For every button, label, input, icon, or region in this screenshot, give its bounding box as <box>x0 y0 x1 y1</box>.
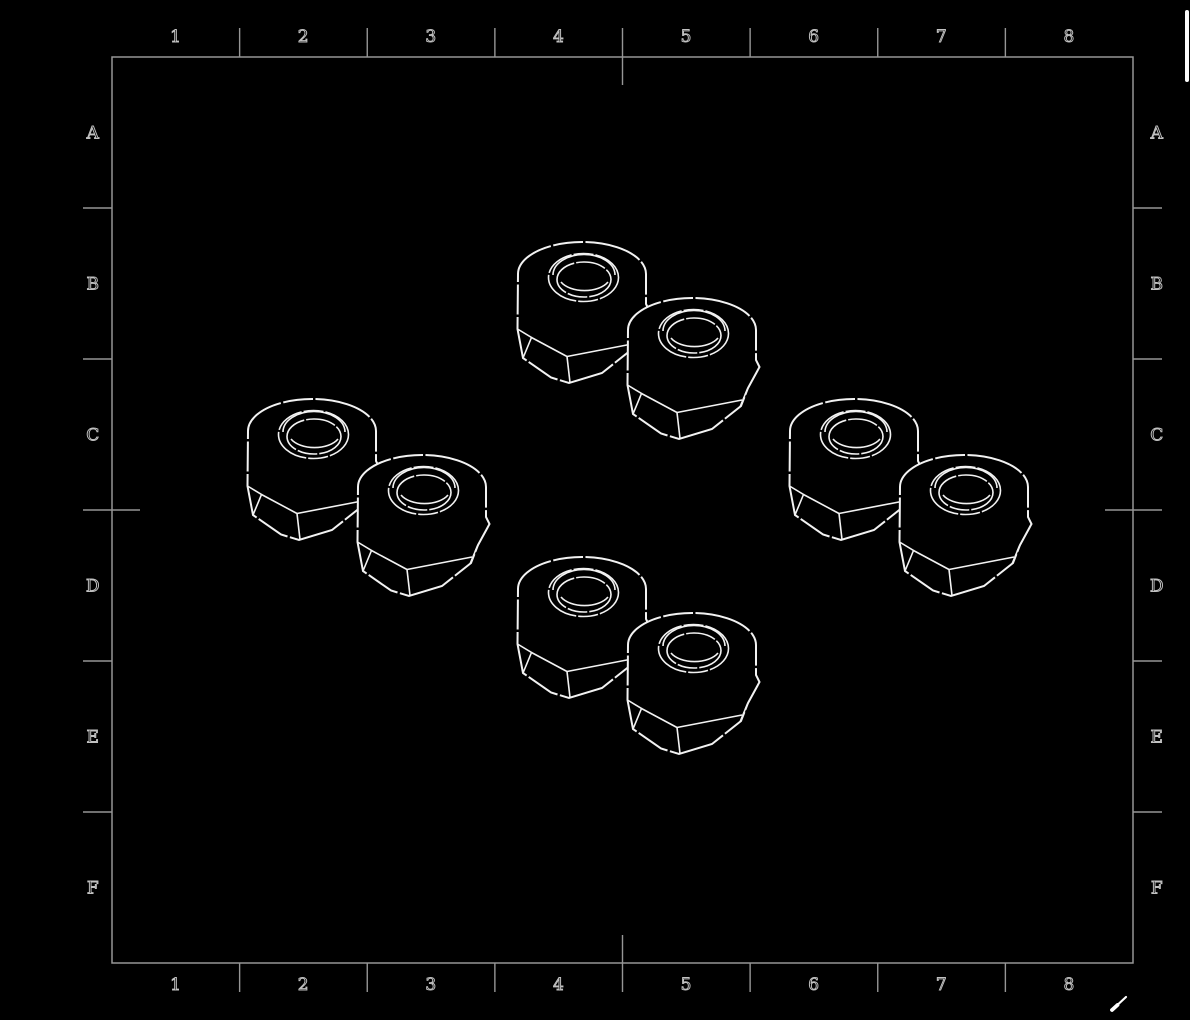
row-label-left-E: E <box>87 728 100 748</box>
col-label-top-1: 1 <box>170 27 181 47</box>
col-label-bottom-7: 7 <box>936 975 947 995</box>
col-label-bottom-4: 4 <box>553 975 564 995</box>
diagonal-cursor-mark <box>1110 995 1128 1012</box>
col-label-bottom-3: 3 <box>425 975 436 995</box>
row-label-right-E: E <box>1151 728 1164 748</box>
row-label-left-F: F <box>87 879 99 899</box>
hex-nut-front <box>626 612 761 755</box>
reference-frame: 1 1 2 2 3 3 4 4 5 5 6 6 7 7 8 8 A A B B C C D D E E F F <box>83 27 1164 995</box>
row-label-right-B: B <box>1151 275 1164 295</box>
hex-nut-front <box>898 454 1033 597</box>
row-label-left-A: A <box>86 124 100 144</box>
col-label-top-3: 3 <box>425 27 436 47</box>
col-label-top-2: 2 <box>298 27 309 47</box>
row-label-left-C: C <box>86 426 100 446</box>
row-label-right-A: A <box>1150 124 1164 144</box>
col-label-top-8: 8 <box>1064 27 1075 47</box>
col-label-bottom-1: 1 <box>170 975 181 995</box>
col-label-top-5: 5 <box>681 27 692 47</box>
hex-nut-front <box>626 297 761 440</box>
nut-pair-right <box>788 398 1033 597</box>
nut-pair-left <box>246 398 491 597</box>
row-label-right-C: C <box>1150 426 1164 446</box>
nut-pair-bottom <box>516 556 761 755</box>
row-label-right-D: D <box>1150 577 1164 597</box>
col-label-bottom-6: 6 <box>808 975 819 995</box>
scrollbar-thumb[interactable] <box>1185 10 1189 82</box>
row-label-left-B: B <box>87 275 100 295</box>
col-label-top-4: 4 <box>553 27 564 47</box>
col-label-bottom-5: 5 <box>681 975 692 995</box>
nut-pair-top <box>516 241 761 440</box>
row-label-left-D: D <box>86 577 100 597</box>
row-label-right-F: F <box>1151 879 1163 899</box>
col-label-bottom-2: 2 <box>298 975 309 995</box>
col-label-bottom-8: 8 <box>1064 975 1075 995</box>
scrollbar-track[interactable] <box>1184 0 1190 1020</box>
hex-nut-front <box>356 454 491 597</box>
col-label-top-7: 7 <box>936 27 947 47</box>
col-label-top-6: 6 <box>808 27 819 47</box>
nut-drawings <box>246 241 1033 755</box>
